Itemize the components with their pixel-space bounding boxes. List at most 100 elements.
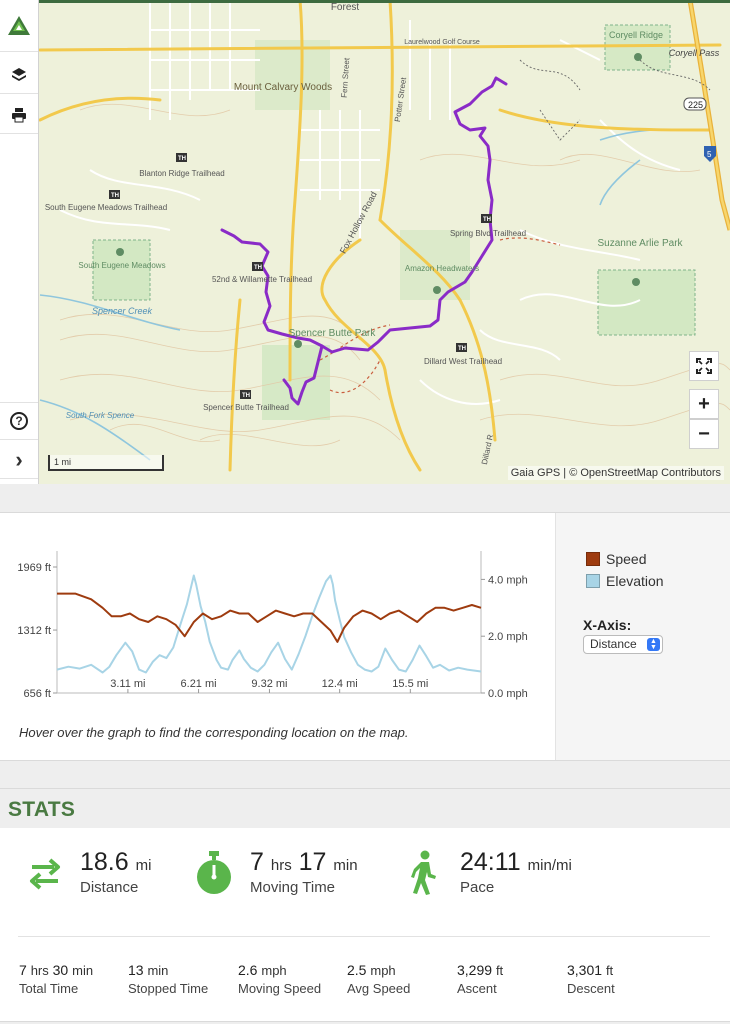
print-icon[interactable] <box>0 96 38 134</box>
highway-shields: 225 5 <box>683 97 716 162</box>
stat-pace: 24:11 min/mi Pace <box>460 848 572 896</box>
chart-options: Speed Elevation X-Axis: Distance ▲ ▼ <box>555 513 730 760</box>
stat-stopped-time: 13 min Stopped Time <box>128 962 208 996</box>
help-glyph: ? <box>10 412 28 430</box>
descent-unit: ft <box>605 963 614 978</box>
legend-speed: Speed <box>586 551 646 567</box>
stats-header: STATS <box>0 788 730 828</box>
stats-title: STATS <box>8 798 76 821</box>
stat-avg-speed: 2.5 mph Avg Speed <box>347 962 410 996</box>
track-route <box>220 76 508 406</box>
label-dillard-west: Dillard West Trailhead <box>424 357 502 366</box>
y-left-tick-label: 1969 ft <box>17 562 51 574</box>
descent-label: Descent <box>567 981 615 996</box>
label-spencer-butte-th: Spencer Butte Trailhead <box>203 403 289 412</box>
topo-map[interactable]: TH TH TH TH TH TH 225 5 Forest Laurelwoo… <box>0 0 730 484</box>
xaxis-selected-value: Distance <box>590 637 637 651</box>
trailhead-markers: TH TH TH TH TH TH <box>109 153 492 399</box>
x-tick-label: 15.5 mi <box>392 678 428 690</box>
moving-speed-value: 2.6 <box>238 962 258 978</box>
label-coryell-pass: Coryell Pass <box>669 48 720 58</box>
distance-unit: mi <box>135 857 152 874</box>
label-spring-blvd-th: Spring Blvd Trailhead <box>450 229 526 238</box>
moving-min-unit: min <box>333 857 358 874</box>
xaxis-title: X-Axis: <box>583 617 632 633</box>
label-spencer-butte-park: Spencer Butte Park <box>289 328 377 339</box>
moving-time-label: Moving Time <box>250 879 336 896</box>
stat-moving-speed: 2.6 mph Moving Speed <box>238 962 321 996</box>
stat-total-time: 7 hrs 30 min Total Time <box>19 962 93 996</box>
y-right-tick-label: 0.0 mph <box>488 688 528 700</box>
th-badge: TH <box>254 265 262 271</box>
stopwatch-icon <box>194 848 234 901</box>
distance-value: 18.6 <box>80 848 129 876</box>
hwy-5-label: 5 <box>707 150 712 159</box>
label-forest: Forest <box>331 2 360 13</box>
th-badge: TH <box>242 393 250 399</box>
ascent-unit: ft <box>495 963 504 978</box>
stopped-unit: min <box>147 963 169 978</box>
legend-elevation-label: Elevation <box>606 573 664 589</box>
select-arrows-icon: ▲ ▼ <box>647 638 660 651</box>
label-sem: South Eugene Meadows <box>78 261 165 270</box>
profile-chart-panel: 656 ft 1312 ft 1969 ft 0.0 mph 2.0 mph 4.0 mp… <box>0 512 730 761</box>
total-time-label: Total Time <box>19 981 79 996</box>
stat-distance: 18.6 mi Distance <box>80 848 151 896</box>
ascent-label: Ascent <box>457 981 497 996</box>
label-sem-trailhead: South Eugene Meadows Trailhead <box>45 203 167 212</box>
xaxis-select[interactable]: Distance ▲ ▼ <box>583 635 663 654</box>
stopped-value: 13 <box>128 962 144 978</box>
map-scale: 1 mi <box>48 455 164 471</box>
avg-speed-value: 2.5 <box>347 962 367 978</box>
chart-hint: Hover over the graph to find the corresp… <box>19 725 409 740</box>
distance-label: Distance <box>80 879 139 896</box>
help-icon[interactable]: ? <box>0 402 38 440</box>
zoom-in-glyph: + <box>698 392 710 415</box>
stat-moving-time: 7 hrs 17 min Moving Time <box>250 848 358 896</box>
legend-elevation-swatch <box>586 574 600 588</box>
x-tick-label: 9.32 mi <box>251 678 287 690</box>
y-right-tick-label: 4.0 mph <box>488 574 528 586</box>
expand-glyph: › <box>15 446 23 472</box>
scale-label: 1 mi <box>54 457 72 467</box>
moving-min-value: 17 <box>298 848 327 876</box>
zoom-in-button[interactable]: + <box>689 389 719 419</box>
zoom-out-button[interactable]: − <box>689 419 719 449</box>
total-min-value: 30 <box>52 962 69 978</box>
map-view[interactable]: TH TH TH TH TH TH 225 5 Forest Laurelwoo… <box>0 0 730 484</box>
label-fern-street: Fern Street <box>340 57 352 98</box>
total-hrs-unit: hrs <box>30 963 49 978</box>
distance-icon <box>28 848 62 899</box>
th-badge: TH <box>483 217 491 223</box>
label-suzanne-arlie: Suzanne Arlie Park <box>597 238 683 249</box>
descent-value: 3,301 <box>567 962 603 978</box>
map-attribution[interactable]: Gaia GPS | © OpenStreetMap Contributors <box>507 466 724 480</box>
top-accent-bar <box>0 0 730 3</box>
pace-value: 24:11 <box>460 848 521 876</box>
stopped-label: Stopped Time <box>128 981 209 996</box>
gaia-logo-icon[interactable] <box>0 0 38 52</box>
series-speed-line <box>57 592 482 643</box>
park-markers <box>116 53 642 348</box>
th-badge: TH <box>111 193 119 199</box>
th-badge: TH <box>178 156 186 162</box>
pace-label: Pace <box>460 879 495 896</box>
hwy-225-label: 225 <box>688 100 703 110</box>
stat-descent: 3,301 ft Descent <box>567 962 615 996</box>
th-badge: TH <box>458 346 466 352</box>
map-toolbar: ? › <box>0 0 39 484</box>
label-willamette-th: 52nd & Willamette Trailhead <box>212 275 312 284</box>
expand-chevron-icon[interactable]: › <box>0 441 38 479</box>
y-right-tick-label: 2.0 mph <box>488 631 528 643</box>
layers-icon[interactable] <box>0 56 38 94</box>
moving-speed-label: Moving Speed <box>238 981 322 996</box>
avg-speed-unit: mph <box>370 963 396 978</box>
profile-chart[interactable]: 656 ft 1312 ft 1969 ft 0.0 mph 2.0 mph 4.0 mp… <box>0 513 555 713</box>
y-left-tick-label: 1312 ft <box>17 625 51 637</box>
stats-panel: 18.6 mi Distance 7 hrs 17 min Moving Tim… <box>0 828 730 1022</box>
label-laurelwood: Laurelwood Golf Course <box>404 39 480 46</box>
label-south-fork: South Fork Spence <box>66 411 135 420</box>
fullscreen-button[interactable] <box>689 351 719 381</box>
y-left-tick-label: 656 ft <box>23 688 51 700</box>
